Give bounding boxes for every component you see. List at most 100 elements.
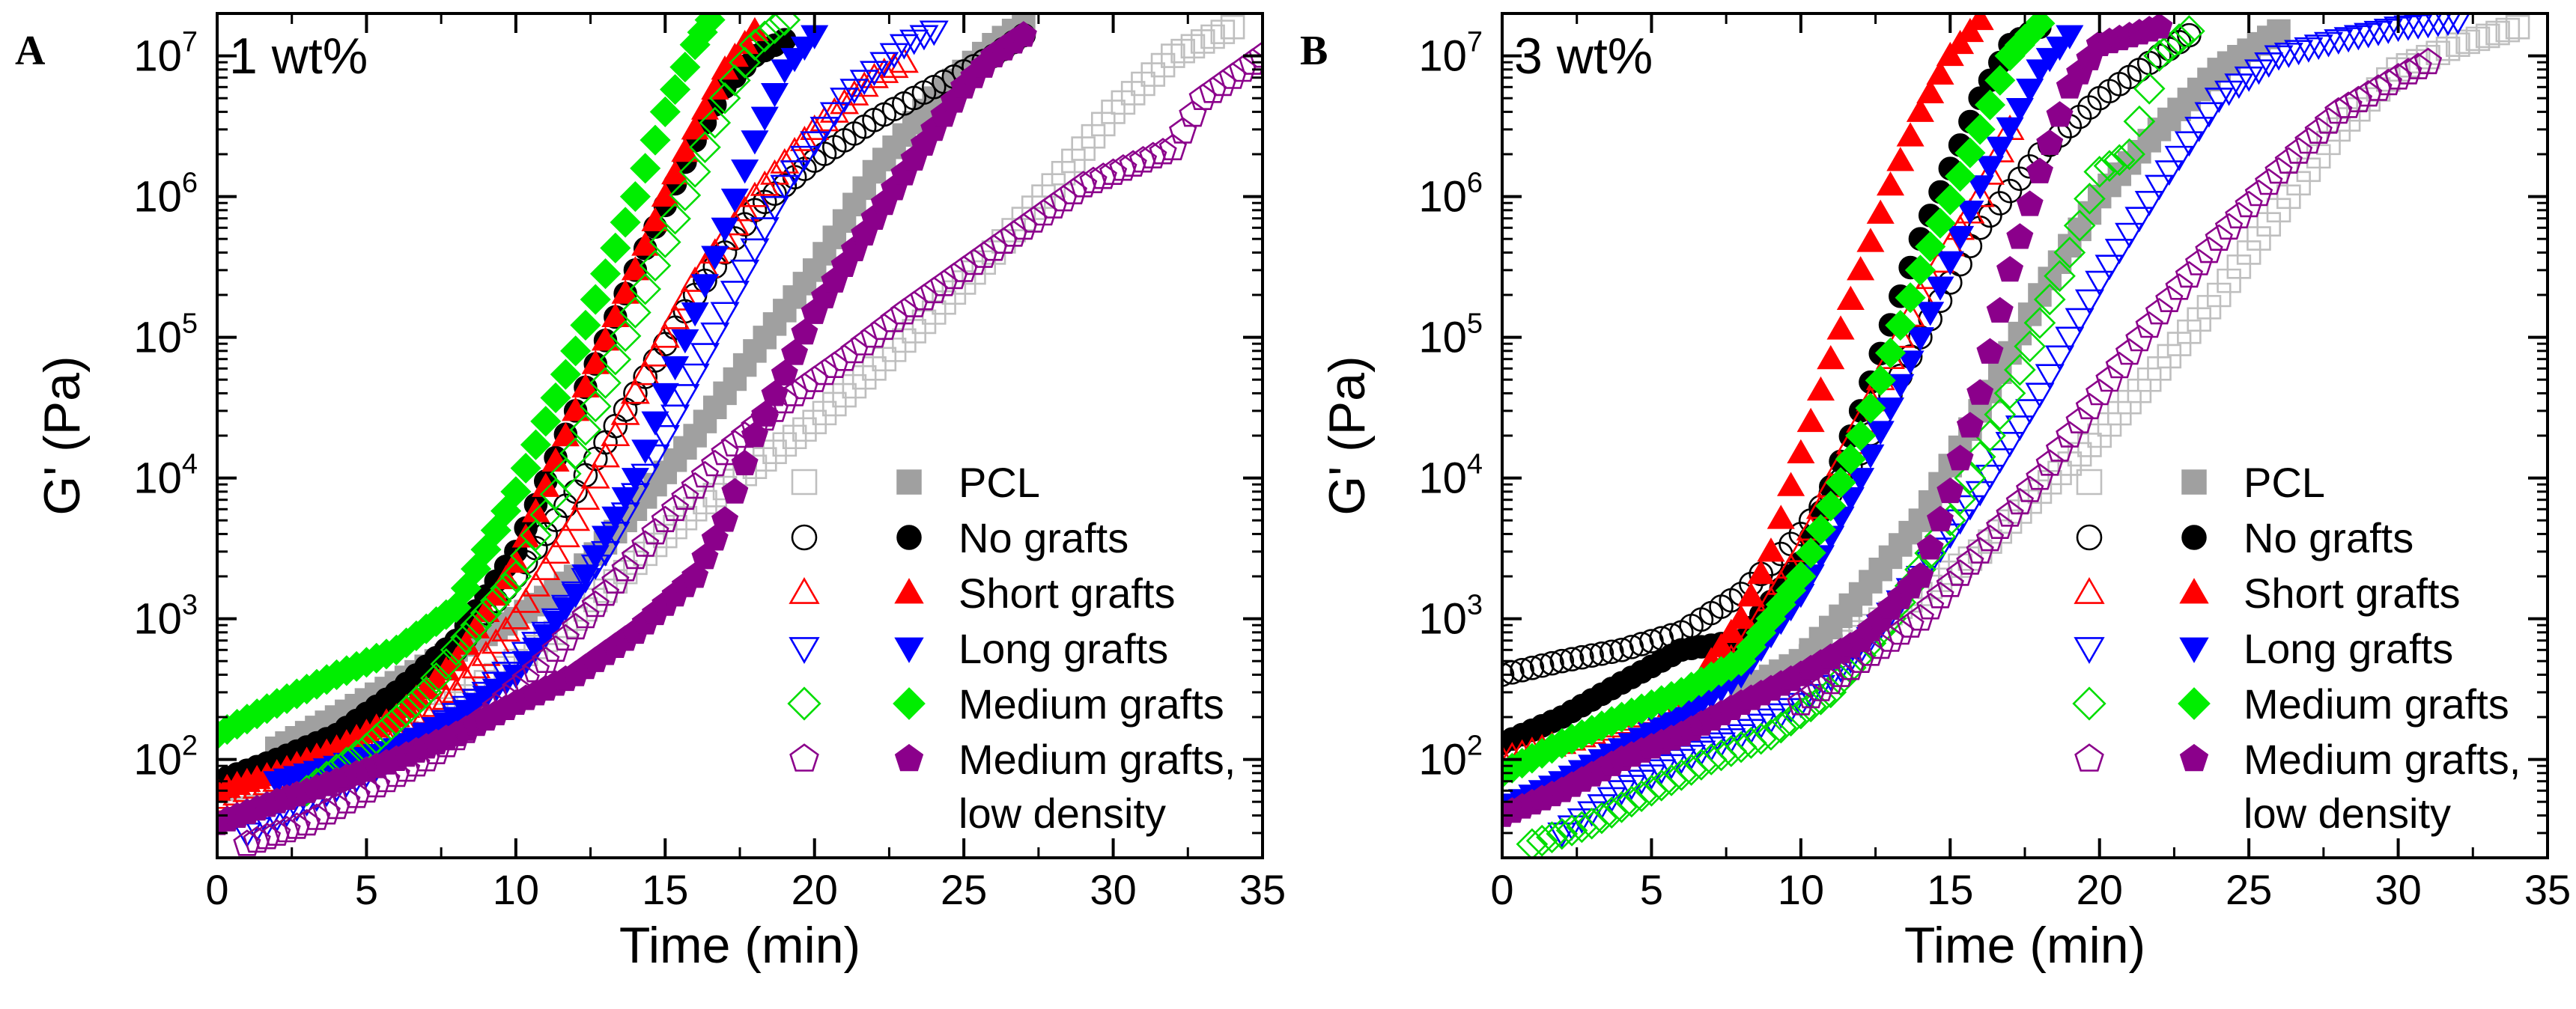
y-tick-exponent: 6 <box>182 168 198 199</box>
legend-label: Medium grafts, low density <box>959 736 1236 837</box>
data-point <box>2276 184 2301 210</box>
data-point <box>613 559 638 585</box>
data-point <box>911 309 937 335</box>
x-tick-label: 15 <box>642 866 688 913</box>
data-point <box>1984 64 2016 96</box>
data-point <box>490 573 522 605</box>
data-point <box>1559 647 1585 672</box>
legend-label-line: PCL <box>959 459 1040 506</box>
data-point <box>1978 529 2002 554</box>
panel-title: 3 wt% <box>1514 28 1653 85</box>
data-point <box>1089 162 1117 189</box>
data-point <box>630 153 661 184</box>
legend-symbol-filled <box>2179 637 2209 663</box>
data-point <box>2056 25 2084 49</box>
data-point <box>1934 184 1966 216</box>
legend-label: Long grafts <box>2244 625 2453 672</box>
data-point <box>792 417 817 442</box>
data-point <box>971 250 997 275</box>
data-point <box>1986 512 2014 539</box>
data-point <box>791 318 818 345</box>
data-point <box>819 102 849 128</box>
data-point <box>1866 199 1895 224</box>
data-point <box>2004 353 2036 386</box>
y-tick-label: 104 <box>1418 449 1483 503</box>
data-point <box>1525 824 1558 857</box>
y-tick-exponent: 5 <box>1467 308 1483 340</box>
legend-label-line: Long grafts <box>2244 625 2453 672</box>
y-axis-title: G' (Pa) <box>34 356 91 515</box>
data-point <box>532 472 560 497</box>
data-point <box>1916 592 1945 620</box>
legend-item: Short grafts <box>2074 570 2460 617</box>
y-tick-label: 104 <box>133 449 198 503</box>
x-tick-label: 30 <box>1090 866 1136 913</box>
data-point <box>1993 377 2026 409</box>
data-point <box>690 343 720 369</box>
data-point <box>800 115 830 140</box>
data-point <box>2465 26 2491 52</box>
data-point <box>1149 138 1177 165</box>
data-point <box>2316 130 2341 156</box>
data-point <box>2123 105 2156 138</box>
data-point <box>1150 52 1176 78</box>
y-axis-title: G' (Pa) <box>1319 356 1376 515</box>
y-tick-base: 10 <box>1418 595 1467 644</box>
data-point <box>2244 179 2273 207</box>
data-point <box>711 438 739 466</box>
data-point <box>1817 344 1845 370</box>
data-point <box>1128 145 1158 173</box>
data-point <box>591 442 621 468</box>
data-point <box>2424 13 2452 37</box>
data-point <box>1051 161 1076 186</box>
data-point <box>2134 191 2164 216</box>
y-tick-label: 102 <box>1418 731 1483 784</box>
data-point <box>540 382 571 414</box>
data-point <box>2124 207 2154 233</box>
data-point <box>2105 351 2133 379</box>
data-point <box>919 20 949 46</box>
data-point <box>1956 17 1984 43</box>
data-point <box>2145 13 2173 39</box>
data-point <box>2086 378 2114 406</box>
legend-item: Short grafts <box>789 570 1175 617</box>
data-point <box>1984 398 2017 431</box>
data-point <box>822 391 847 417</box>
data-point <box>2195 236 2223 263</box>
data-point <box>1555 814 1588 847</box>
data-point <box>699 106 732 139</box>
data-point <box>1595 796 1628 829</box>
data-point <box>2264 45 2294 71</box>
legend-symbol-filled <box>893 687 926 720</box>
data-point <box>2403 13 2433 40</box>
legend-item: Long grafts <box>789 625 1168 672</box>
data-point <box>2063 210 2096 242</box>
data-point <box>1847 468 1875 493</box>
y-tick-exponent: 4 <box>182 449 198 481</box>
data-point <box>1996 255 2024 282</box>
data-point <box>550 359 581 390</box>
data-point <box>2475 23 2500 49</box>
legend-label: PCL <box>959 459 1040 506</box>
data-point <box>1737 582 1765 607</box>
legend-label-line: PCL <box>2244 459 2325 506</box>
data-point <box>1956 201 1984 225</box>
data-point <box>650 322 680 348</box>
data-point <box>2255 168 2283 195</box>
data-point <box>2103 144 2136 177</box>
data-point <box>680 363 710 389</box>
data-point <box>1764 711 1797 744</box>
data-point <box>2414 47 2443 75</box>
data-point <box>1796 407 1825 433</box>
data-point <box>2304 117 2333 144</box>
data-point <box>2217 268 2241 293</box>
legend-symbol-open <box>791 524 818 551</box>
y-tick-label: 107 <box>1418 27 1483 81</box>
data-point <box>671 329 699 354</box>
data-point <box>243 826 271 853</box>
x-tick-label: 10 <box>493 866 539 913</box>
data-point <box>589 367 622 399</box>
x-tick-label: 35 <box>2524 866 2571 913</box>
data-point <box>1946 225 1975 251</box>
legend-label-line: low density <box>2244 790 2451 837</box>
